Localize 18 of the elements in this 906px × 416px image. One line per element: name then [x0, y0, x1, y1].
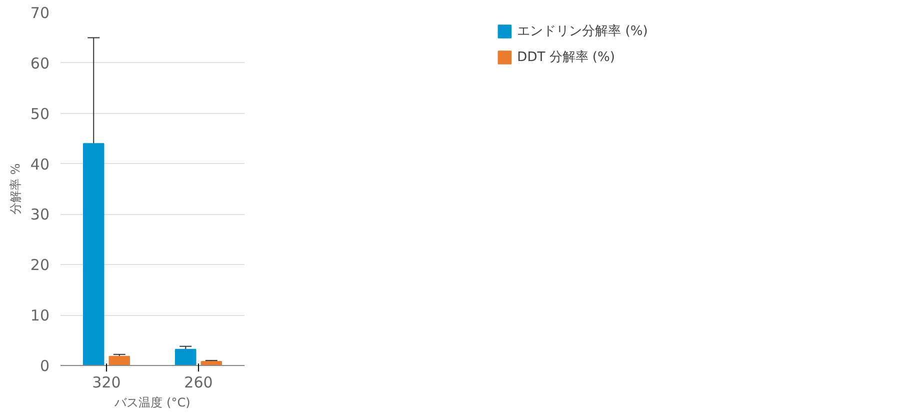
bar [108, 356, 130, 366]
bar [175, 348, 196, 366]
legend-label: DDT 分解率 (%) [517, 49, 615, 66]
y-tick-label: 40 [30, 155, 50, 174]
y-tick-label: 0 [40, 357, 50, 375]
y-tick-label: 30 [30, 206, 50, 224]
x-tick-label: 320 [92, 374, 121, 392]
y-tick-label: 50 [30, 104, 50, 123]
bar [200, 360, 222, 366]
y-tick-label: 70 [30, 4, 50, 22]
x-axis-title: バス温度 (°C) [114, 396, 190, 410]
y-tick-label: 60 [30, 54, 50, 72]
y-axis-title: 分解率 % [8, 163, 22, 215]
x-tick-label: 260 [184, 374, 213, 392]
legend-label: エンドリン分解率 (%) [517, 23, 648, 40]
bar [83, 143, 104, 366]
y-tick-label: 10 [30, 306, 50, 325]
y-tick-label: 20 [30, 256, 50, 274]
